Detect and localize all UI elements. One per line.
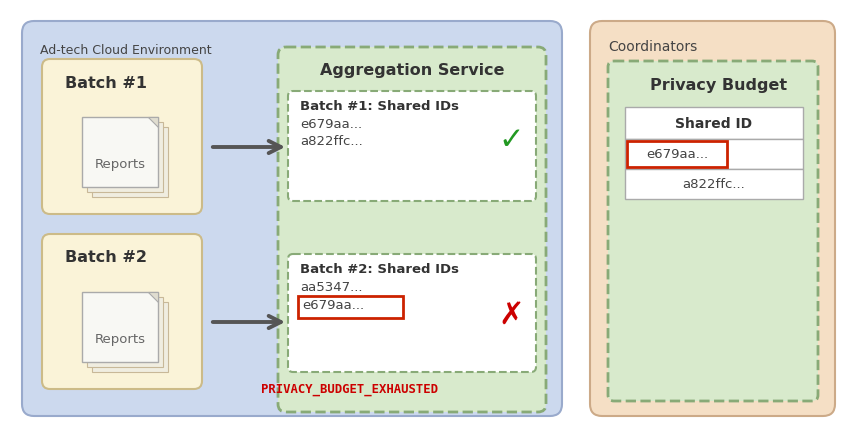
Text: a822ffc...: a822ffc... [300,135,362,148]
Bar [625,108,803,140]
FancyBboxPatch shape [608,62,818,401]
Polygon shape [148,292,158,302]
Text: e679aa...: e679aa... [302,298,364,311]
Text: Reports: Reports [94,158,145,171]
Text: Aggregation Service: Aggregation Service [320,63,504,78]
Bar [82,292,158,362]
FancyBboxPatch shape [22,22,562,416]
Text: e679aa...: e679aa... [646,148,708,161]
Text: ✓: ✓ [498,126,524,155]
Text: PRIVACY_BUDGET_EXHAUSTED: PRIVACY_BUDGET_EXHAUSTED [261,382,438,395]
Text: Batch #2: Shared IDs: Batch #2: Shared IDs [300,262,459,276]
Bar [625,140,803,170]
Bar [92,128,168,198]
Text: Batch #2: Batch #2 [65,249,147,265]
Bar [298,297,403,318]
Polygon shape [148,118,158,128]
Bar [625,170,803,200]
FancyBboxPatch shape [288,254,536,372]
FancyBboxPatch shape [278,48,546,412]
Text: a822ffc...: a822ffc... [683,178,746,191]
Bar [82,118,158,187]
Text: e679aa...: e679aa... [300,118,362,131]
Text: ✗: ✗ [498,300,524,329]
Text: Coordinators: Coordinators [608,40,698,54]
FancyBboxPatch shape [590,22,835,416]
Bar [627,141,727,168]
Text: aa5347...: aa5347... [300,280,362,293]
FancyBboxPatch shape [42,234,202,389]
Text: Batch #1: Batch #1 [65,76,147,91]
Text: Reports: Reports [94,333,145,346]
Text: Shared ID: Shared ID [675,117,752,131]
Text: Privacy Budget: Privacy Budget [650,78,787,93]
FancyBboxPatch shape [42,60,202,215]
FancyBboxPatch shape [288,92,536,201]
Bar [87,123,163,193]
Bar [92,302,168,372]
Text: Ad-tech Cloud Environment: Ad-tech Cloud Environment [40,44,211,57]
Bar [87,297,163,367]
Text: Batch #1: Shared IDs: Batch #1: Shared IDs [300,100,459,113]
